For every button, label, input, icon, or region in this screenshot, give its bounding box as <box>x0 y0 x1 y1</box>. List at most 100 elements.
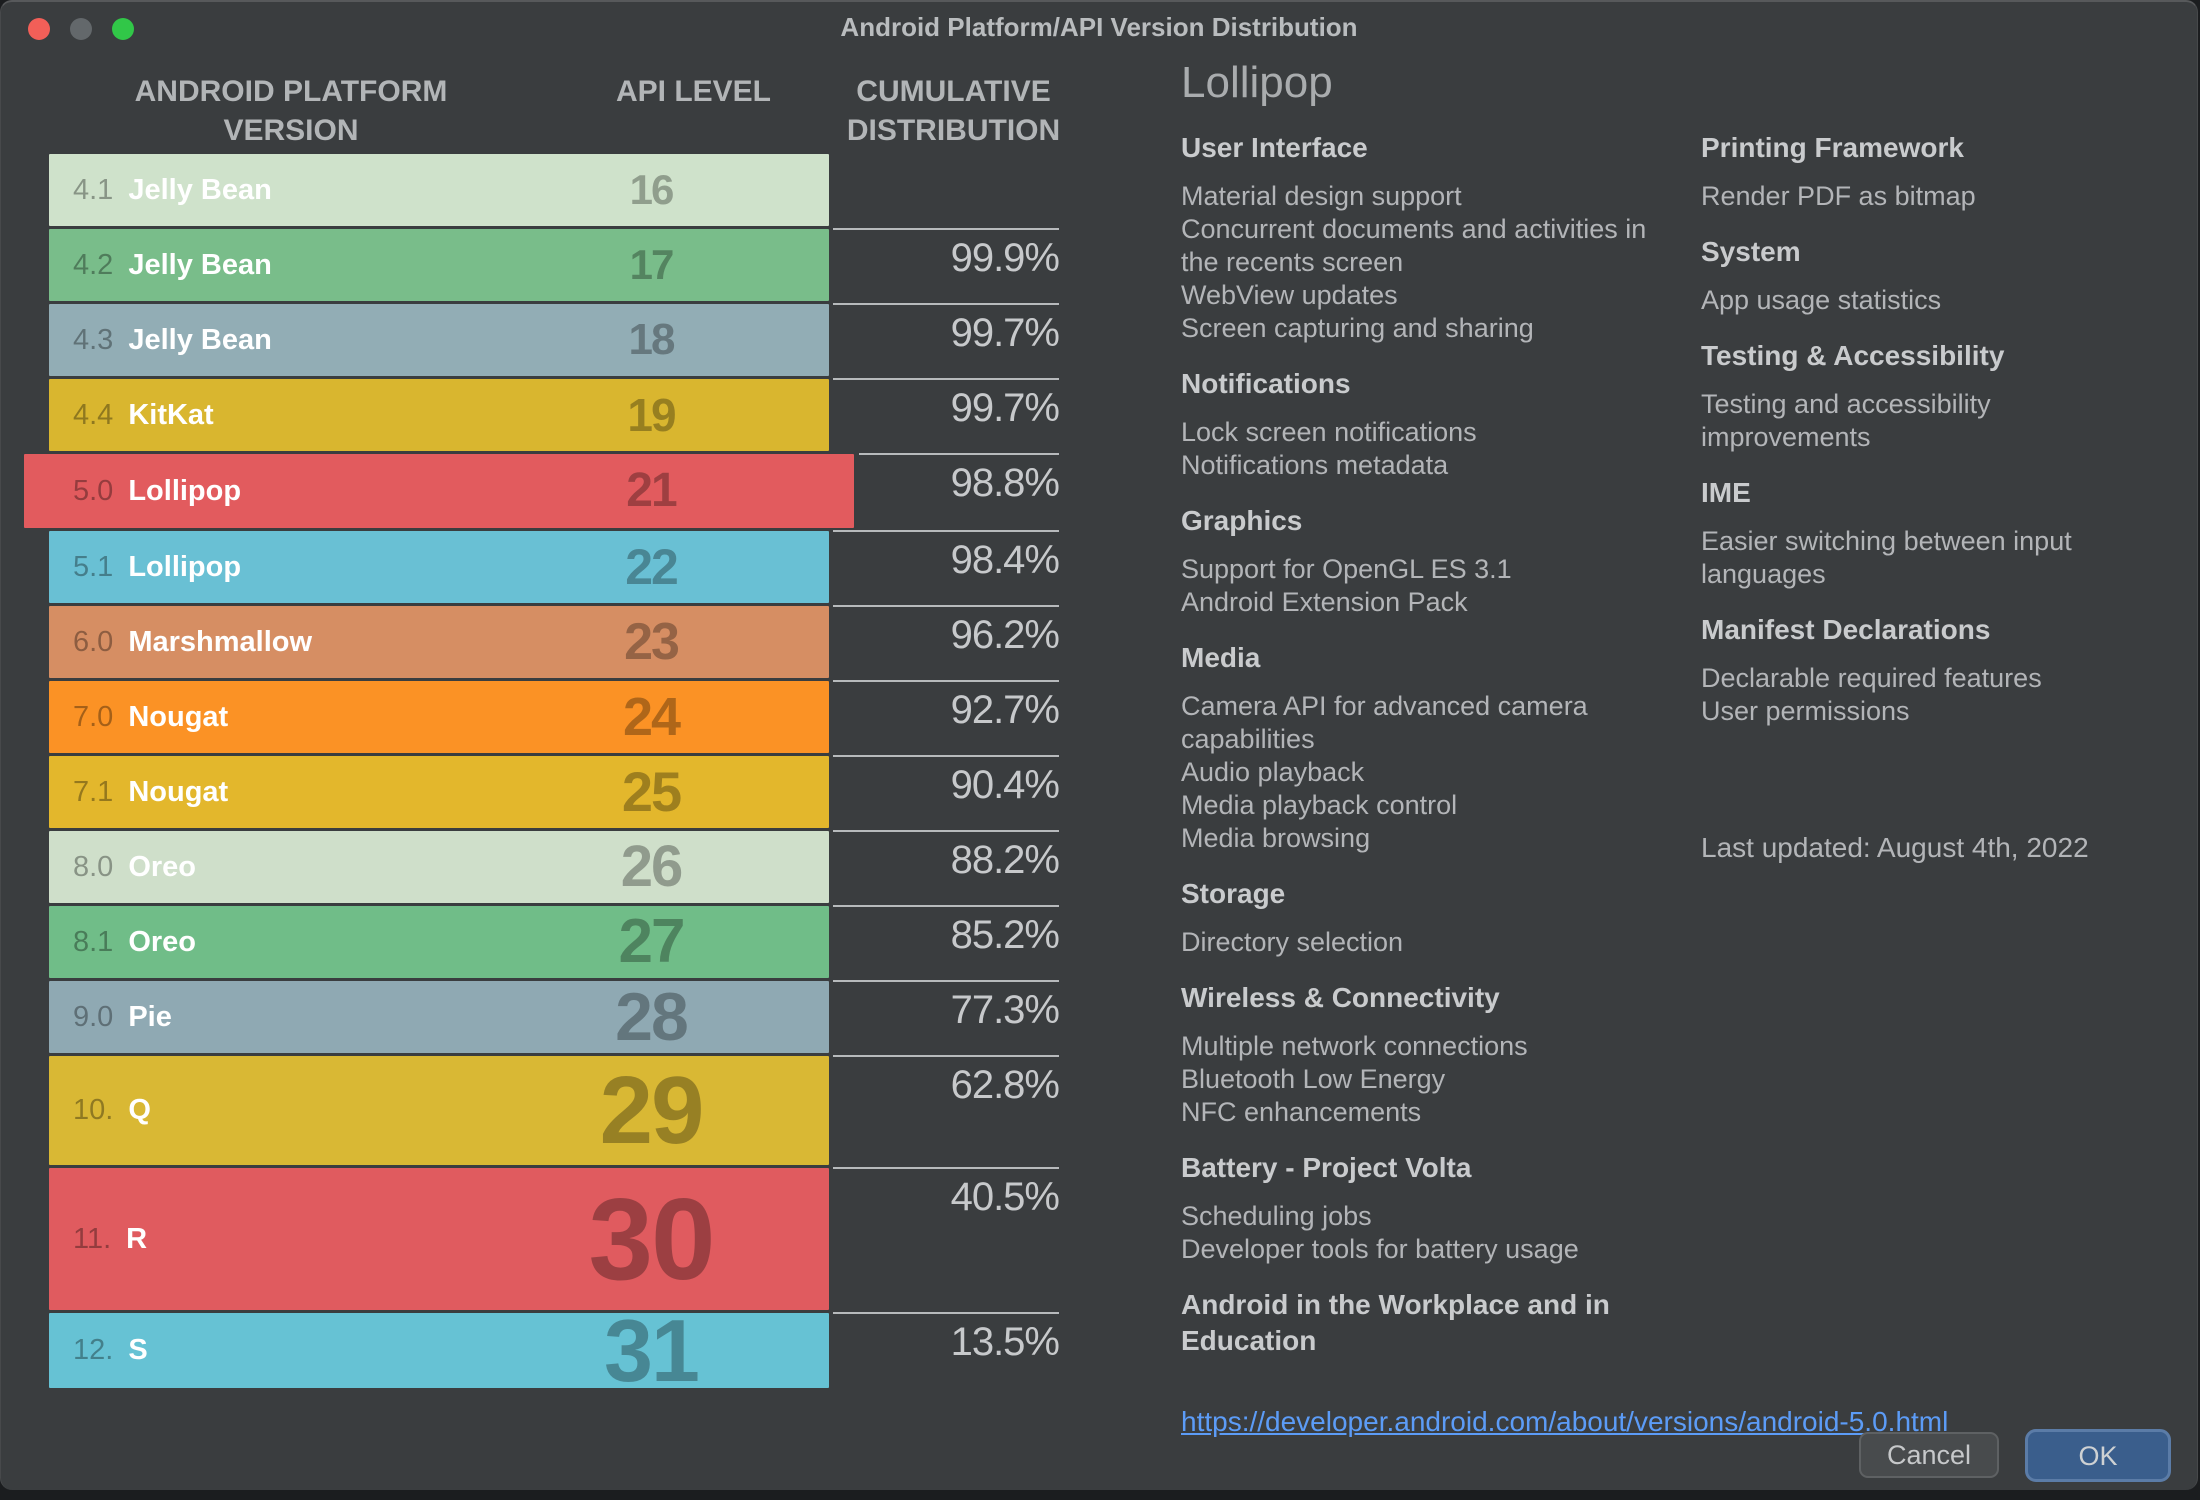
feature-item: Render PDF as bitmap <box>1701 181 1976 211</box>
version-number: 5.1 <box>73 550 114 583</box>
distribution-divider <box>833 1167 1059 1169</box>
api-level-value: 26 <box>620 834 684 899</box>
version-row-22[interactable]: 5.1 Lollipop <box>49 531 829 603</box>
feature-item: Developer tools for battery usage <box>1181 1234 1579 1264</box>
version-number: 4.4 <box>73 398 114 431</box>
feature-section-heading: Notifications <box>1181 368 1351 399</box>
version-row-25[interactable]: 7.1 Nougat <box>49 756 829 828</box>
close-window-button[interactable] <box>28 18 50 40</box>
feature-item: Material design support <box>1181 181 1462 211</box>
feature-list: Support for OpenGL ES 3.1 Android Extensi… <box>1181 553 1659 619</box>
version-name: R <box>126 1222 148 1255</box>
version-row-17[interactable]: 4.2 Jelly Bean <box>49 229 829 301</box>
feature-section-heading: System <box>1701 236 1801 267</box>
version-row-19[interactable]: 4.4 KitKat <box>49 379 829 451</box>
api-level-value: 21 <box>626 464 677 517</box>
version-number: 6.0 <box>73 625 114 658</box>
feature-item: Declarable required features <box>1701 663 2042 693</box>
version-row-27[interactable]: 8.1 Oreo <box>49 906 829 978</box>
version-row-23[interactable]: 6.0 Marshmallow <box>49 606 829 678</box>
feature-section: Battery - Project Volta Scheduling jobs De… <box>1181 1150 1659 1266</box>
feature-section: Android in the Workplace and in Educatio… <box>1181 1287 1659 1359</box>
api-level-value: 24 <box>622 687 681 747</box>
cumulative-distribution-value: 99.7% <box>950 386 1060 430</box>
distribution-divider <box>833 1055 1059 1057</box>
feature-item: Concurrent documents and activities in t… <box>1181 214 1647 277</box>
version-row-31[interactable]: 12. S <box>49 1313 829 1388</box>
feature-item: Easier switching between input languages <box>1701 526 2072 589</box>
version-name: Pie <box>128 1000 172 1033</box>
column-header-platform-version: ANDROID PLATFORM VERSION <box>134 75 448 147</box>
version-row-18[interactable]: 4.3 Jelly Bean <box>49 304 829 376</box>
column-header-api-level: API LEVEL <box>615 75 772 108</box>
cumulative-distribution-value: 99.9% <box>950 236 1060 280</box>
ok-button[interactable]: OK <box>2025 1429 2171 1482</box>
api-level-value: 23 <box>624 613 680 671</box>
version-number: 7.0 <box>73 700 114 733</box>
distribution-divider <box>833 530 1059 532</box>
feature-item: Media browsing <box>1181 823 1371 853</box>
feature-list: Declarable required features User permiss… <box>1701 662 2109 728</box>
version-row-16[interactable]: 4.1 Jelly Bean <box>49 154 829 226</box>
distribution-divider <box>833 1312 1059 1314</box>
cumulative-distribution-value: 62.8% <box>950 1063 1060 1107</box>
version-number: 12. <box>73 1334 114 1366</box>
version-row-30[interactable]: 11. R <box>49 1168 829 1310</box>
cumulative-distribution-value: 77.3% <box>950 988 1060 1032</box>
distribution-divider <box>833 303 1059 305</box>
feature-item: Multiple network connections <box>1181 1031 1528 1061</box>
version-row-29[interactable]: 10. Q <box>49 1056 829 1165</box>
feature-list: Easier switching between input languages <box>1701 525 2109 591</box>
api-level-value: 27 <box>618 907 686 976</box>
cumulative-distribution-value: 88.2% <box>950 838 1060 882</box>
version-row-26[interactable]: 8.0 Oreo <box>49 831 829 903</box>
version-name: Jelly Bean <box>128 248 272 281</box>
version-number: 5.0 <box>73 474 114 507</box>
version-name: Lollipop <box>128 474 242 507</box>
version-row-21[interactable]: 5.0 Lollipop <box>24 454 854 528</box>
title-bar: Android Platform/API Version Distributio… <box>1 2 2197 54</box>
version-name: Lollipop <box>128 550 242 583</box>
version-number: 11. <box>73 1222 112 1255</box>
minimize-window-button[interactable] <box>70 18 92 40</box>
api-level-value: 31 <box>604 1300 700 1400</box>
feature-list: Multiple network connections Bluetooth Lo… <box>1181 1030 1659 1129</box>
api-level-value: 16 <box>629 166 675 213</box>
cumulative-distribution-value: 92.7% <box>950 688 1060 732</box>
version-docs-link[interactable]: https://developer.android.com/about/vers… <box>1181 1406 1949 1437</box>
version-row-28[interactable]: 9.0 Pie <box>49 981 829 1053</box>
feature-section-heading: Battery - Project Volta <box>1181 1152 1472 1183</box>
version-number: 8.0 <box>73 850 114 883</box>
version-name: KitKat <box>128 398 214 431</box>
feature-item: Android Extension Pack <box>1181 587 1468 617</box>
feature-section-heading: Printing Framework <box>1701 132 1964 163</box>
feature-item: Directory selection <box>1181 927 1404 957</box>
feature-column-left: User Interface Material design support Con… <box>1181 130 1659 1380</box>
version-number: 7.1 <box>73 775 114 808</box>
cumulative-distribution-value: 85.2% <box>950 913 1060 957</box>
feature-section-heading: Manifest Declarations <box>1701 614 1991 645</box>
feature-section: Graphics Support for OpenGL ES 3.1 Android… <box>1181 503 1659 619</box>
feature-section: IME Easier switching between input langua… <box>1701 475 2109 591</box>
version-name: Nougat <box>128 700 229 733</box>
zoom-window-button[interactable] <box>112 18 134 40</box>
feature-section: User Interface Material design support Con… <box>1181 130 1659 345</box>
feature-list: Directory selection <box>1181 926 1659 959</box>
feature-item: Screen capturing and sharing <box>1181 313 1534 343</box>
feature-section-heading: Media <box>1181 642 1261 673</box>
cancel-button[interactable]: Cancel <box>1859 1432 1999 1478</box>
cumulative-distribution-value: 99.7% <box>950 311 1060 355</box>
api-level-value: 28 <box>615 979 689 1055</box>
version-name: Q <box>128 1094 151 1126</box>
version-name: Marshmallow <box>128 625 313 658</box>
cumulative-distribution-value: 90.4% <box>950 763 1060 807</box>
feature-item: Media playback control <box>1181 790 1458 820</box>
distribution-divider <box>833 830 1059 832</box>
cumulative-distribution-value: 98.8% <box>950 461 1060 505</box>
distribution-divider <box>833 905 1059 907</box>
version-name: S <box>128 1334 148 1366</box>
feature-section-heading: Graphics <box>1181 505 1303 536</box>
version-row-24[interactable]: 7.0 Nougat <box>49 681 829 753</box>
feature-section: Storage Directory selection <box>1181 876 1659 959</box>
